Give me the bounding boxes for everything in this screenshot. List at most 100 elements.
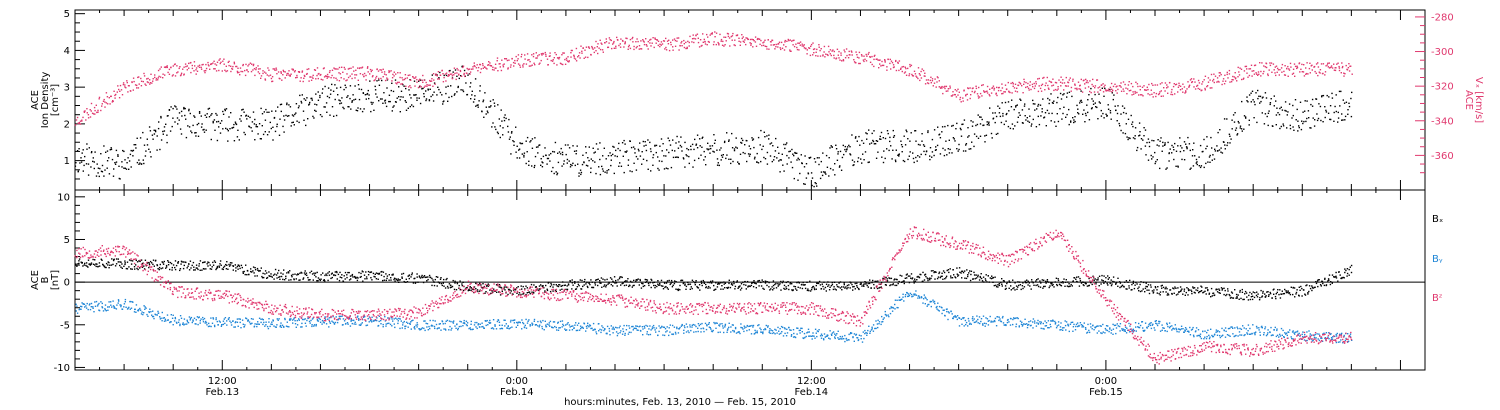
density-point bbox=[370, 110, 372, 113]
bx-point bbox=[685, 288, 687, 290]
bx-point bbox=[105, 266, 107, 269]
bx-point bbox=[393, 277, 396, 279]
density-point bbox=[578, 172, 580, 174]
density-point bbox=[1079, 100, 1082, 102]
velocity-point bbox=[1234, 72, 1236, 74]
velocity-point bbox=[371, 76, 374, 78]
velocity-point bbox=[476, 64, 478, 66]
density-point bbox=[317, 99, 320, 101]
density-point bbox=[751, 139, 754, 141]
velocity-point bbox=[462, 66, 464, 69]
velocity-point bbox=[1026, 86, 1029, 88]
velocity-point bbox=[1010, 82, 1012, 85]
velocity-point bbox=[501, 59, 503, 61]
bx-point bbox=[869, 282, 871, 285]
velocity-point bbox=[609, 39, 611, 41]
density-point bbox=[78, 148, 80, 150]
velocity-point bbox=[838, 50, 840, 53]
bx-point bbox=[828, 284, 830, 286]
velocity-point bbox=[508, 59, 510, 61]
velocity-point bbox=[363, 75, 365, 78]
velocity-point bbox=[244, 69, 246, 72]
density-point bbox=[1032, 103, 1035, 105]
velocity-point bbox=[912, 75, 915, 77]
velocity-point bbox=[323, 76, 326, 78]
velocity-point bbox=[1133, 93, 1135, 95]
density-point bbox=[492, 99, 494, 101]
density-point bbox=[1203, 166, 1205, 169]
density-point bbox=[680, 146, 683, 148]
bx-point bbox=[602, 278, 604, 280]
bx-point bbox=[806, 289, 809, 292]
bx-point bbox=[908, 281, 911, 284]
density-point bbox=[285, 114, 287, 117]
density-point bbox=[772, 145, 774, 147]
density-point bbox=[419, 102, 422, 105]
density-point bbox=[693, 148, 695, 151]
velocity-point bbox=[85, 119, 87, 121]
velocity-point bbox=[1341, 66, 1344, 69]
bx-point bbox=[342, 280, 345, 283]
bx-point bbox=[775, 282, 777, 285]
density-point bbox=[473, 98, 476, 100]
density-point bbox=[81, 152, 83, 154]
velocity-point bbox=[143, 72, 145, 75]
velocity-point bbox=[758, 38, 761, 40]
density-point bbox=[232, 126, 235, 129]
velocity-point bbox=[235, 65, 237, 68]
density-point bbox=[347, 106, 349, 108]
bx-point bbox=[627, 278, 629, 280]
density-point bbox=[1199, 166, 1202, 169]
velocity-point bbox=[233, 63, 236, 65]
bx-point bbox=[316, 271, 318, 274]
velocity-point bbox=[98, 96, 101, 99]
velocity-point bbox=[1161, 82, 1163, 84]
velocity-point bbox=[1008, 91, 1010, 93]
density-point bbox=[152, 138, 154, 140]
bx-point bbox=[523, 292, 525, 295]
density-point bbox=[1337, 111, 1339, 114]
density-point bbox=[821, 174, 824, 177]
velocity-point bbox=[1204, 89, 1206, 91]
velocity-point bbox=[1181, 88, 1183, 90]
density-point bbox=[626, 150, 628, 152]
bx-point bbox=[283, 279, 286, 281]
density-point bbox=[1259, 102, 1261, 104]
velocity-point bbox=[743, 41, 745, 43]
density-point bbox=[456, 91, 458, 93]
velocity-point bbox=[491, 68, 494, 71]
velocity-point bbox=[798, 49, 800, 51]
bx-point bbox=[922, 271, 924, 274]
velocity-point bbox=[1148, 83, 1150, 86]
velocity-point bbox=[397, 72, 399, 74]
bx-point bbox=[351, 273, 354, 276]
bx-point bbox=[477, 290, 479, 293]
velocity-point bbox=[927, 79, 929, 81]
velocity-point bbox=[1038, 77, 1040, 80]
bx-point bbox=[124, 262, 126, 264]
velocity-point bbox=[922, 69, 925, 72]
density-point bbox=[824, 172, 826, 174]
density-point bbox=[630, 146, 633, 149]
density-point bbox=[1019, 114, 1021, 116]
density-point bbox=[677, 156, 679, 159]
velocity-point bbox=[851, 51, 853, 53]
density-point bbox=[567, 144, 569, 146]
density-point bbox=[1321, 96, 1323, 98]
bx-point bbox=[643, 285, 646, 287]
velocity-point bbox=[1238, 74, 1241, 76]
bx-point bbox=[299, 279, 301, 281]
bx-point bbox=[531, 291, 533, 293]
bx-point bbox=[834, 288, 836, 290]
velocity-point bbox=[1276, 67, 1279, 70]
density-point bbox=[104, 169, 106, 171]
velocity-point bbox=[541, 54, 543, 56]
velocity-point bbox=[730, 35, 732, 38]
density-point bbox=[350, 108, 352, 110]
bx-point bbox=[437, 281, 439, 283]
velocity-point bbox=[876, 58, 878, 60]
velocity-point bbox=[568, 61, 570, 63]
density-point bbox=[1063, 93, 1065, 95]
density-point bbox=[900, 140, 902, 142]
density-point bbox=[627, 159, 630, 161]
